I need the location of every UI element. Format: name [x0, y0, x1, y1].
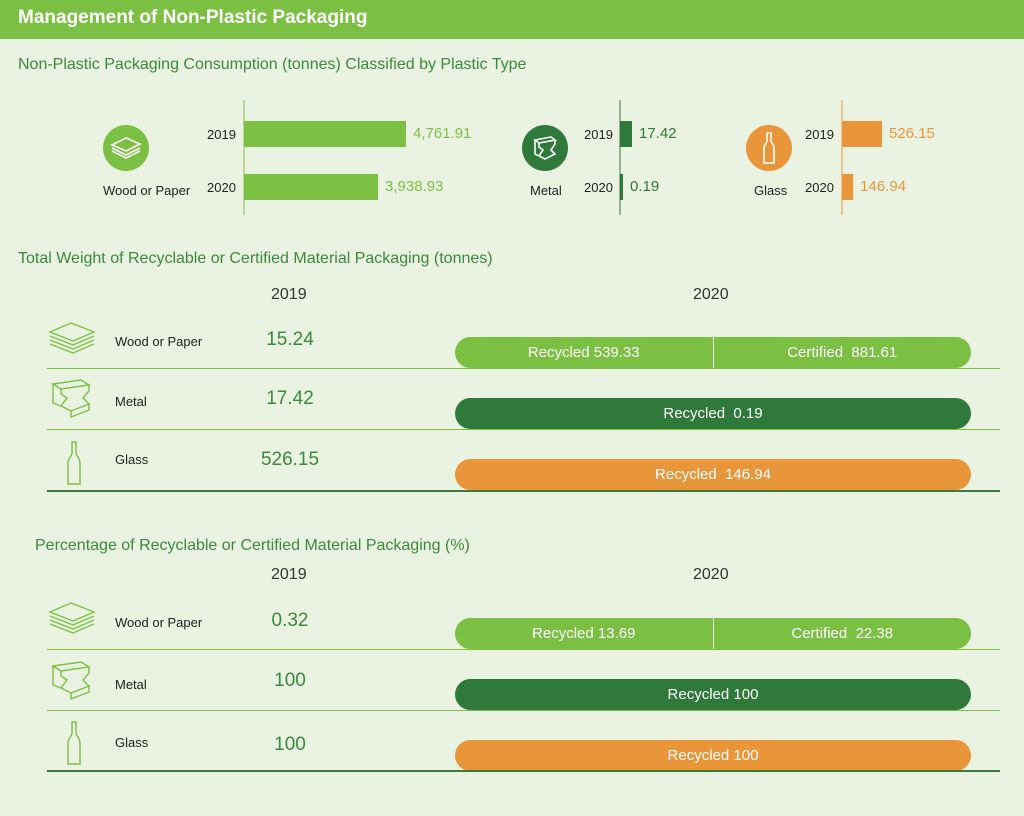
bar-year-label: 2019 — [207, 127, 236, 142]
value-2019: 17.42 — [266, 388, 314, 409]
value-2019: 526.15 — [260, 449, 320, 470]
row-label: Glass — [115, 735, 149, 750]
bar-1-2020 — [620, 174, 623, 200]
value-2019: 15.24 — [266, 329, 314, 350]
row-label: Glass — [115, 452, 149, 467]
group-label-wood-paper: Wood or Paper — [103, 183, 191, 198]
certified-segment: Certified 881.61 — [787, 344, 898, 361]
section3-col-2020: 2020 — [693, 566, 729, 583]
row-separator — [47, 649, 1000, 650]
consumption-bar-chart: 2019 4,761.91 2020 3,938.93 2019 17.42 2020 0.1… — [207, 100, 935, 215]
bar-0-2020 — [244, 174, 379, 200]
value-2020-pill: Recycled 539.33 Certified 881.61 — [455, 337, 971, 368]
metal-beam-icon — [522, 125, 568, 171]
page-title: Management of Non-Plastic Packaging — [18, 7, 368, 28]
row-label: Wood or Paper — [115, 334, 203, 349]
bar-year-label: 2020 — [207, 180, 236, 195]
bar-value-label: 4,761.91 — [413, 125, 471, 142]
section2-title: Total Weight of Recyclable or Certified … — [18, 250, 493, 267]
row-separator — [47, 368, 1000, 369]
bar-year-label: 2020 — [805, 180, 834, 195]
row-label: Wood or Paper — [115, 615, 203, 630]
row-label: Metal — [115, 394, 147, 409]
bar-year-label: 2019 — [805, 127, 834, 142]
section1-title: Non-Plastic Packaging Consumption (tonne… — [18, 56, 527, 73]
pill-divider — [712, 337, 714, 368]
value-2019: 100 — [274, 734, 306, 755]
bar-value-label: 0.19 — [630, 178, 659, 195]
bottle-icon — [64, 440, 84, 491]
metal-beam-icon — [47, 660, 95, 707]
recycled-segment: Recycled 100 — [667, 686, 759, 703]
recycled-segment: Recycled 539.33 — [527, 344, 640, 361]
bottle-icon — [746, 125, 792, 171]
section2-col-2019: 2019 — [271, 286, 307, 303]
bar-value-label: 526.15 — [889, 125, 935, 142]
group-label-glass: Glass — [754, 183, 788, 198]
bar-value-label: 3,938.93 — [385, 178, 443, 195]
paper-stack-icon — [47, 320, 97, 361]
bar-year-label: 2019 — [584, 127, 613, 142]
paper-stack-icon — [103, 125, 149, 171]
paper-stack-icon — [47, 600, 97, 641]
recycled-segment: Recycled 13.69 — [532, 625, 636, 642]
value-2019: 0.32 — [271, 610, 309, 631]
row-separator — [47, 429, 1000, 430]
bar-value-label: 17.42 — [639, 125, 677, 142]
section2-col-2020: 2020 — [693, 286, 729, 303]
bar-year-label: 2020 — [584, 180, 613, 195]
bar-2-2019 — [842, 121, 882, 147]
group-label-metal: Metal — [530, 183, 562, 198]
row-label: Metal — [115, 677, 147, 692]
bar-2-2020 — [842, 174, 854, 200]
section3-col-2019: 2019 — [271, 566, 307, 583]
value-2020-pill: Recycled 0.19 — [455, 398, 971, 429]
metal-beam-icon — [47, 378, 95, 425]
value-2020-pill: Recycled 13.69 Certified 22.38 — [455, 618, 971, 649]
recycled-segment: Recycled 0.19 — [663, 405, 763, 422]
value-2020-pill: Recycled 146.94 — [455, 459, 971, 490]
value-2020-pill: Recycled 100 — [455, 740, 971, 771]
bar-0-2019 — [244, 121, 406, 147]
bar-1-2019 — [620, 121, 632, 147]
value-2019: 100 — [274, 670, 306, 691]
bottle-icon — [64, 720, 84, 771]
recycled-segment: Recycled 146.94 — [655, 466, 771, 483]
section3-title: Percentage of Recyclable or Certified Ma… — [35, 537, 470, 554]
header-banner: Management of Non-Plastic Packaging — [0, 0, 1024, 39]
value-2020-pill: Recycled 100 — [455, 679, 971, 710]
row-separator — [47, 710, 1000, 711]
certified-segment: Certified 22.38 — [791, 625, 894, 642]
section2-bottom-rule — [47, 490, 1000, 492]
section3-bottom-rule — [47, 770, 1000, 772]
pill-divider — [712, 618, 714, 649]
recycled-segment: Recycled 100 — [667, 747, 759, 764]
bar-value-label: 146.94 — [860, 178, 906, 195]
